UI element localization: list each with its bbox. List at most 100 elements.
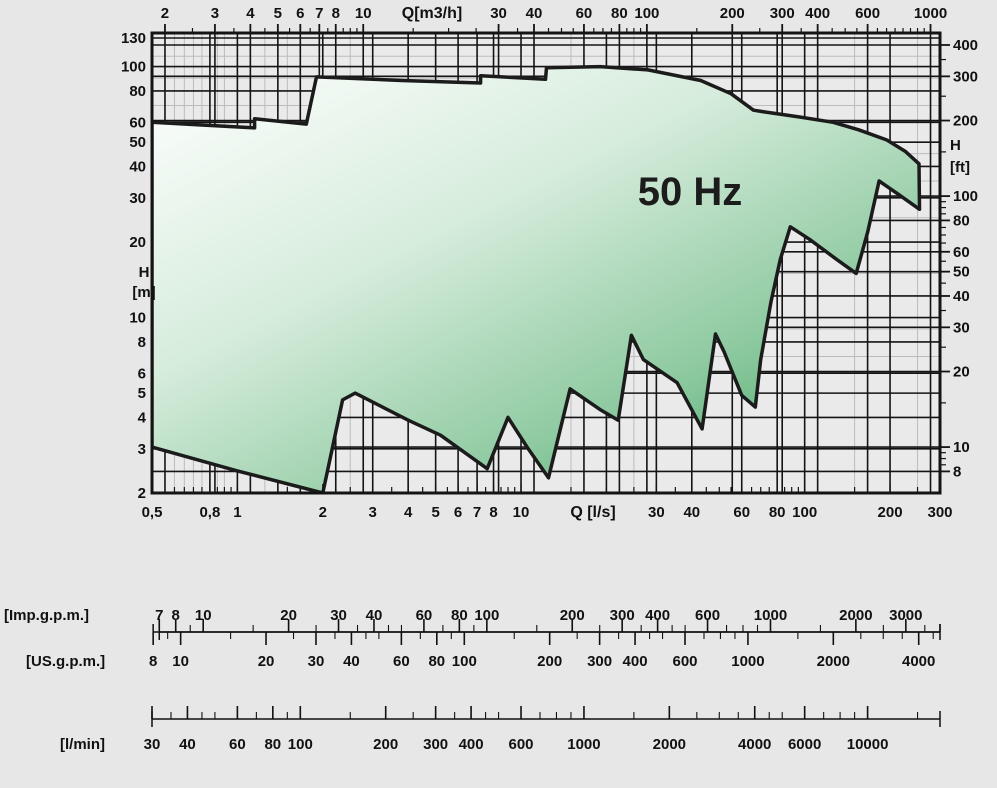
right-tick-label: 10: [953, 439, 970, 456]
bottom-tick-label: 300: [927, 504, 952, 521]
imp_gpm-ruler-label: 40: [366, 607, 383, 624]
bottom-tick-label: 0,5: [142, 504, 163, 521]
imp_gpm-ruler-label: 600: [695, 607, 720, 624]
l_min-ruler-label: 100: [288, 736, 313, 753]
right-tick-label: 50: [953, 264, 970, 281]
right-axis-unit-label: [ft]: [950, 159, 970, 176]
imp_gpm-ruler-label: 80: [451, 607, 468, 624]
plot-border: [150, 31, 942, 495]
top-tick-label: 200: [720, 5, 745, 22]
bottom-tick-label: 10: [513, 504, 530, 521]
coverage-envelope: [152, 64, 922, 493]
l_min-ruler-label: 4000: [738, 736, 771, 753]
bottom-tick-label: 4: [404, 504, 413, 521]
us_gpm-ruler-label: 8: [149, 653, 157, 670]
imp_gpm-ruler-label: 30: [330, 607, 347, 624]
left-tick-label: 50: [129, 134, 146, 151]
top-tick-label: 100: [634, 5, 659, 22]
left-tick-label: 40: [129, 158, 146, 175]
imp_gpm-ruler-label: 60: [416, 607, 433, 624]
l_min-ruler-label: 1000: [567, 736, 600, 753]
us_gpm-ruler-label: 600: [672, 653, 697, 670]
left-tick-label: 80: [129, 83, 146, 100]
l_min-ruler-label: 600: [509, 736, 534, 753]
left-axis-unit-label: [m]: [132, 284, 155, 301]
us_gpm-ruler-label: 4000: [902, 653, 935, 670]
bottom-tick-label: 200: [878, 504, 903, 521]
top-tick-label: 6: [296, 5, 304, 22]
imp_gpm-ruler-label: 20: [280, 607, 297, 624]
top-tick-label: 5: [274, 5, 282, 22]
us_gpm-ruler-label: 2000: [817, 653, 850, 670]
left-axis-unit-label: H: [139, 264, 150, 281]
imp_gpm-ruler-label: 100: [474, 607, 499, 624]
us_gpm-ruler-label: 10: [172, 653, 189, 670]
l_min-ruler-label: 6000: [788, 736, 821, 753]
l_min-ruler-label: 60: [229, 736, 246, 753]
us_gpm-ruler-label: 300: [587, 653, 612, 670]
imp_gpm-ruler-label: 400: [645, 607, 670, 624]
left-tick-label: 130: [121, 30, 146, 47]
right-tick-label: 8: [953, 463, 961, 480]
top-tick-label: 600: [855, 5, 880, 22]
imp_gpm-ruler-caption: [Imp.g.p.m.]: [4, 607, 89, 624]
bottom-tick-label: 30: [648, 504, 665, 521]
top-tick-label: 10: [355, 5, 372, 22]
right-tick-label: 200: [953, 113, 978, 130]
l_min-ruler-label: 300: [423, 736, 448, 753]
imp_gpm-ruler-label: 10: [195, 607, 212, 624]
us_gpm-ruler-label: 30: [308, 653, 325, 670]
left-tick-label: 2: [138, 485, 146, 502]
top-tick-label: 80: [611, 5, 628, 22]
left-tick-label: 10: [129, 310, 146, 327]
right-tick-label: 60: [953, 244, 970, 261]
imp_gpm-ruler-label: 7: [155, 607, 163, 624]
bottom-tick-label: 40: [683, 504, 700, 521]
l_min-ruler-label: 400: [459, 736, 484, 753]
l_min-ruler-label: 30: [144, 736, 161, 753]
us_gpm-ruler-label: 60: [393, 653, 410, 670]
right-tick-label: 20: [953, 364, 970, 381]
top-tick-label: 2: [161, 5, 169, 22]
right-tick-label: 40: [953, 288, 970, 305]
l_min-ruler-label: 40: [179, 736, 196, 753]
bottom-tick-label: 0,8: [199, 504, 220, 521]
right-tick-label: 400: [953, 37, 978, 54]
top-tick-label: 1000: [914, 5, 947, 22]
us_gpm-ruler-caption: [US.g.p.m.]: [26, 653, 105, 670]
left-tick-label: 30: [129, 190, 146, 207]
bottom-tick-label: 100: [792, 504, 817, 521]
bottom-tick-label: 8: [489, 504, 497, 521]
l_min-ruler-caption: [l/min]: [60, 736, 105, 753]
top-tick-label: 300: [770, 5, 795, 22]
us_gpm-ruler-label: 400: [623, 653, 648, 670]
left-tick-label: 5: [138, 385, 146, 402]
left-tick-label: 6: [138, 365, 146, 382]
right-tick-label: 300: [953, 68, 978, 85]
top-tick-label: 3: [211, 5, 219, 22]
bottom-tick-label: 60: [733, 504, 750, 521]
bottom-tick-label: 5: [431, 504, 439, 521]
top-tick-label: 4: [246, 5, 255, 22]
top-tick-label: 60: [576, 5, 593, 22]
left-tick-label: 3: [138, 441, 146, 458]
us_gpm-ruler-label: 1000: [731, 653, 764, 670]
imp_gpm-ruler-label: 3000: [889, 607, 922, 624]
top-tick-label: 7: [315, 5, 323, 22]
imp_gpm-ruler-label: 8: [172, 607, 180, 624]
right-tick-label: 30: [953, 319, 970, 336]
bottom-tick-label: 80: [769, 504, 786, 521]
axes-layer: 2 3 4 5 6 7 8 10 30 40 60 80 100 200 300 400 600 1000Q[m3…: [4, 5, 978, 753]
l_min-ruler-label: 80: [264, 736, 281, 753]
right-tick-label: 80: [953, 212, 970, 229]
bottom-tick-label: 2: [319, 504, 327, 521]
top-tick-label: 8: [332, 5, 340, 22]
us_gpm-ruler-label: 20: [258, 653, 275, 670]
left-tick-label: 100: [121, 59, 146, 76]
plot-layer: [152, 33, 940, 493]
us_gpm-ruler-label: 80: [428, 653, 445, 670]
top-tick-label: 40: [526, 5, 543, 22]
right-axis-unit-label: H: [950, 137, 961, 154]
left-tick-label: 4: [138, 409, 147, 426]
